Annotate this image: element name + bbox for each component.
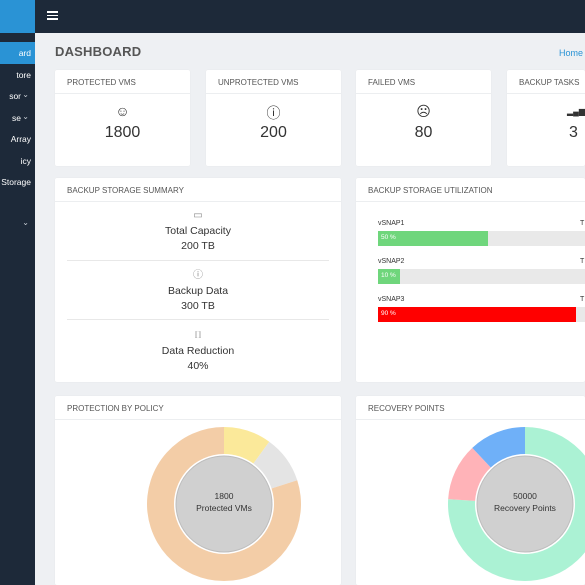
utilization-row-vsnap3: vSNAP3 T 90 % xyxy=(378,296,585,322)
card-title: BACKUP STORAGE UTILIZATION xyxy=(356,178,585,202)
utilization-bar-fill: 50 % xyxy=(378,231,488,246)
sidebar-item-label: Storage xyxy=(1,177,31,187)
stat-value: 3 xyxy=(569,124,578,141)
stat-value: 1800 xyxy=(104,124,141,141)
donut-segment-1[interactable] xyxy=(448,447,491,501)
donut-segment-1[interactable] xyxy=(253,441,298,489)
donut-center-label: Recovery Points xyxy=(494,503,556,513)
backup-storage-utilization-card: BACKUP STORAGE UTILIZATION vSNAP1 T 50 %… xyxy=(356,178,585,382)
stat-value: 200 xyxy=(260,124,287,141)
donut-segment-0[interactable] xyxy=(448,427,585,581)
donut-center-text: 1800 Protected VMs xyxy=(172,490,276,514)
smile-icon: ☺ xyxy=(115,103,130,119)
policy-donut-chart xyxy=(147,427,301,581)
utilization-name: vSNAP2 xyxy=(378,258,405,265)
stat-value: 80 xyxy=(414,124,433,141)
summary-value: 300 TB xyxy=(181,300,215,312)
sidebar-item[interactable]: tore xyxy=(0,64,35,86)
sad-icon: ☹ xyxy=(416,103,431,119)
utilization-bar-track: 90 % xyxy=(378,307,585,322)
compress-icon: ⟦⟧ xyxy=(194,332,202,339)
brand-logo xyxy=(0,0,35,33)
donut-center-label: Protected VMs xyxy=(196,503,252,513)
page-title: DASHBOARD xyxy=(55,44,142,59)
info-icon: ⓘ xyxy=(266,105,281,121)
chevron-down-icon: ⌄ xyxy=(22,111,29,121)
stat-card-title: PROTECTED VMS xyxy=(55,70,190,94)
utilization-percent: 50 % xyxy=(381,234,396,241)
utilization-percent: 10 % xyxy=(381,272,396,279)
summary-data-reduction: ⟦⟧ Data Reduction 40% xyxy=(67,329,329,372)
sidebar-item[interactable]: ard xyxy=(0,42,35,64)
utilization-max-label: T xyxy=(580,258,585,265)
sidebar-item[interactable]: icy xyxy=(0,150,35,172)
summary-total-capacity: ▭ Total Capacity 200 TB xyxy=(67,209,329,252)
stat-card-title: BACKUP TASKS xyxy=(507,70,585,94)
card-title: BACKUP STORAGE SUMMARY xyxy=(55,178,341,202)
summary-value: 200 TB xyxy=(181,240,215,252)
summary-label: Total Capacity xyxy=(165,225,231,237)
stat-card-failed-vms: FAILED VMS ☹ 80 xyxy=(356,70,491,166)
summary-value: 40% xyxy=(187,360,209,372)
sidebar: ard tore sor ⌄ se ⌄ Array icy Storage ⌄ xyxy=(0,0,35,585)
recovery-donut-chart xyxy=(448,427,585,581)
chevron-down-icon: ⌄ xyxy=(22,90,29,99)
stat-card-protected-vms: PROTECTED VMS ☺ 1800 xyxy=(55,70,190,166)
sidebar-item[interactable]: se ⌄ xyxy=(0,107,35,129)
bar-chart-icon: ▂▄▆ xyxy=(567,107,585,116)
utilization-max-label: T xyxy=(580,220,585,227)
divider xyxy=(67,260,329,261)
sidebar-item-label: icy xyxy=(20,155,31,166)
protection-by-policy-card: PROTECTION BY POLICY 1800 Protected VMs xyxy=(55,396,341,585)
utilization-name: vSNAP3 xyxy=(378,296,405,303)
briefcase-icon: ▭ xyxy=(193,210,203,221)
donut-segment-0[interactable] xyxy=(224,427,270,464)
stat-card-title: FAILED VMS xyxy=(356,70,491,94)
stat-card-backup-tasks: BACKUP TASKS ▂▄▆ 3 xyxy=(507,70,585,166)
donut-center-value: 1800 xyxy=(214,491,234,501)
utilization-name: vSNAP1 xyxy=(378,220,405,227)
sidebar-item-label: sor xyxy=(9,91,21,101)
utilization-bar-fill: 90 % xyxy=(378,307,576,322)
info-icon: ⓘ xyxy=(193,270,203,281)
donut-center-circle xyxy=(175,455,273,553)
chevron-down-icon: ⌄ xyxy=(22,217,29,227)
sidebar-item[interactable]: sor ⌄ xyxy=(0,85,35,107)
donut-segment-2[interactable] xyxy=(147,427,301,581)
sidebar-item-label: ard xyxy=(18,48,31,58)
top-bar xyxy=(35,0,585,33)
donut-segment-2[interactable] xyxy=(472,427,525,468)
backup-storage-summary-card: BACKUP STORAGE SUMMARY ▭ Total Capacity … xyxy=(55,178,341,382)
utilization-percent: 90 % xyxy=(381,310,396,317)
recovery-points-card: RECOVERY POINTS 50000 Recovery Points xyxy=(356,396,585,585)
donut-center-circle xyxy=(476,455,574,553)
summary-backup-data: ⓘ Backup Data 300 TB xyxy=(67,269,329,312)
card-title: PROTECTION BY POLICY xyxy=(55,396,341,420)
utilization-row-vsnap1: vSNAP1 T 50 % xyxy=(378,220,585,246)
utilization-bar-track: 50 % xyxy=(378,231,585,246)
utilization-bar-fill: 10 % xyxy=(378,269,400,284)
sidebar-item-label: Array xyxy=(10,134,31,144)
sidebar-item-label: se xyxy=(12,112,21,123)
utilization-row-vsnap2: vSNAP2 T 10 % xyxy=(378,258,585,284)
hamburger-icon[interactable] xyxy=(47,11,58,20)
stat-card-title: UNPROTECTED VMS xyxy=(206,70,341,94)
sidebar-item[interactable]: Array xyxy=(0,128,35,150)
summary-label: Backup Data xyxy=(167,285,229,297)
summary-label: Data Reduction xyxy=(161,345,235,357)
card-title: RECOVERY POINTS xyxy=(356,396,585,420)
donut-center-value: 50000 xyxy=(513,491,537,501)
divider xyxy=(67,319,329,320)
utilization-max-label: T xyxy=(580,296,585,303)
sidebar-item[interactable]: ⌄ xyxy=(0,213,35,235)
breadcrumb-home-link[interactable]: Home xyxy=(559,48,584,58)
donut-center-text: 50000 Recovery Points xyxy=(473,490,577,514)
stat-card-unprotected-vms: UNPROTECTED VMS ⓘ 200 xyxy=(206,70,341,166)
sidebar-item-label: tore xyxy=(16,69,31,80)
utilization-bar-track: 10 % xyxy=(378,269,585,284)
sidebar-item[interactable]: Storage xyxy=(0,171,35,193)
